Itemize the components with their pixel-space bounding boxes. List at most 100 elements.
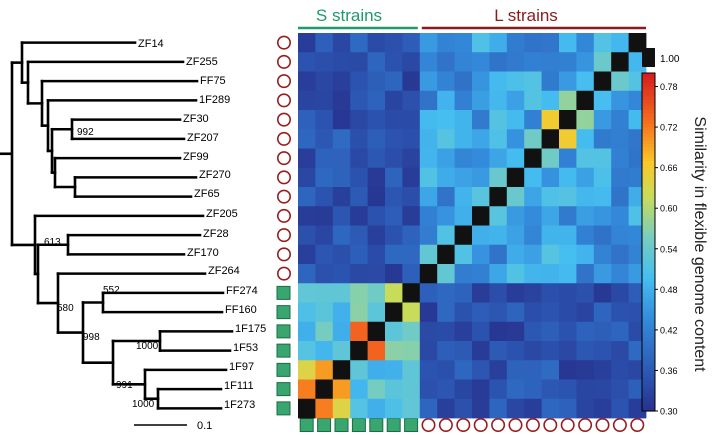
colorbar-segment (642, 404, 655, 409)
heatmap-cell (611, 225, 629, 246)
heatmap-cell (611, 129, 629, 149)
heatmap-cell (367, 302, 386, 323)
heatmap-cell (472, 225, 490, 246)
colorbar-segment (642, 272, 655, 277)
heatmap-cell (315, 90, 334, 111)
heatmap-cell (332, 148, 351, 169)
heatmap-cell (298, 283, 316, 303)
colorbar-segment (642, 383, 655, 388)
colorbar-segment (642, 167, 655, 172)
heatmap-cell (472, 110, 490, 130)
colorbar-segment (642, 255, 655, 260)
heatmap-cell (402, 206, 421, 226)
heatmap-cell (350, 321, 368, 342)
heatmap-cell (419, 244, 438, 265)
column-marker-square (334, 418, 349, 432)
heatmap-cell (315, 398, 334, 419)
heatmap-cell (385, 264, 403, 284)
colorbar-segment (642, 83, 655, 88)
heatmap-cell (559, 360, 577, 380)
colorbar-segment (642, 340, 655, 344)
heatmap-cell (332, 90, 351, 111)
heatmap-cell (367, 167, 386, 188)
heatmap-cell (524, 52, 542, 72)
heatmap-cell (350, 264, 368, 284)
heatmap-cell (559, 302, 577, 323)
colorbar-segment (642, 282, 655, 287)
colorbar-segment (642, 73, 655, 77)
heatmap-cell (472, 129, 490, 149)
heatmap-cell (472, 33, 490, 53)
heatmap-cell (315, 110, 334, 130)
heatmap-cell (506, 52, 525, 72)
colorbar-segment (642, 191, 655, 196)
heatmap-cell (419, 321, 438, 342)
heatmap-cell (402, 167, 421, 188)
column-group-markers (299, 417, 645, 432)
colorbar-segment (642, 154, 655, 159)
heatmap-cell (367, 244, 386, 265)
heatmap-cell (576, 129, 595, 149)
heatmap-cell (437, 129, 455, 149)
heatmap-cell (350, 398, 368, 419)
colorbar-segment (642, 343, 655, 348)
colorbar-segment (642, 265, 655, 270)
heatmap-cell (332, 341, 351, 361)
heatmap-cell (350, 187, 368, 207)
heatmap-cell (454, 264, 473, 284)
heatmap-cell (419, 110, 438, 130)
colorbar-segment (642, 275, 655, 280)
colorbar-segment (642, 106, 655, 111)
heatmap-cell (524, 90, 542, 111)
heatmap-cell (524, 379, 542, 400)
heatmap-cell (489, 129, 508, 149)
colorbar-segment (642, 262, 655, 267)
heatmap-cell (332, 302, 351, 323)
heatmap-cell (506, 33, 525, 53)
heatmap-cell (367, 283, 386, 303)
heatmap-cell (524, 225, 542, 246)
heatmap-cell (367, 264, 386, 284)
colorbar-label: Similarity in flexible genome content (691, 116, 708, 372)
heatmap-cell (332, 283, 351, 303)
heatmap-cell (559, 264, 577, 284)
heatmap-cell (541, 225, 560, 246)
heatmap-cell (437, 264, 455, 284)
heatmap-cell (315, 225, 334, 246)
heatmap-cell (489, 71, 508, 92)
heatmap-cell (524, 33, 542, 53)
heatmap-cell (437, 360, 455, 380)
column-marker-square (369, 418, 384, 432)
colorbar-segment (642, 279, 655, 284)
heatmap-cell (419, 302, 438, 323)
heatmap-cell (593, 360, 612, 380)
heatmap-cell (472, 148, 490, 169)
heatmap-cell (541, 187, 560, 207)
heatmap-cell (576, 148, 595, 169)
colorbar-segment (642, 140, 655, 145)
heatmap-cell (611, 244, 629, 265)
colorbar-segment (642, 235, 655, 240)
colorbar-segment (642, 387, 655, 392)
heatmap-cell (472, 244, 490, 265)
column-marker-circle (456, 417, 471, 432)
heatmap-cell (402, 341, 421, 361)
heatmap-cell (541, 283, 560, 303)
heatmap-cell (350, 52, 368, 72)
colorbar-segment (642, 360, 655, 365)
heatmap-cell (437, 90, 455, 111)
colorbar-segment (642, 329, 655, 334)
heatmap-cell (559, 110, 577, 130)
heatmap-cell (576, 341, 595, 361)
colorbar-segment (642, 208, 655, 213)
tip-label: ZF99 (183, 151, 209, 163)
row-marker-square (276, 305, 291, 320)
heatmap-cell (454, 379, 473, 400)
heatmap-cell (437, 33, 455, 53)
column-marker-circle (543, 417, 558, 432)
heatmap-cell (506, 244, 525, 265)
heatmap-cell (367, 206, 386, 226)
colorbar-tick-label: 0.48 (660, 285, 678, 295)
colorbar-tick-label: 0.66 (660, 163, 678, 173)
